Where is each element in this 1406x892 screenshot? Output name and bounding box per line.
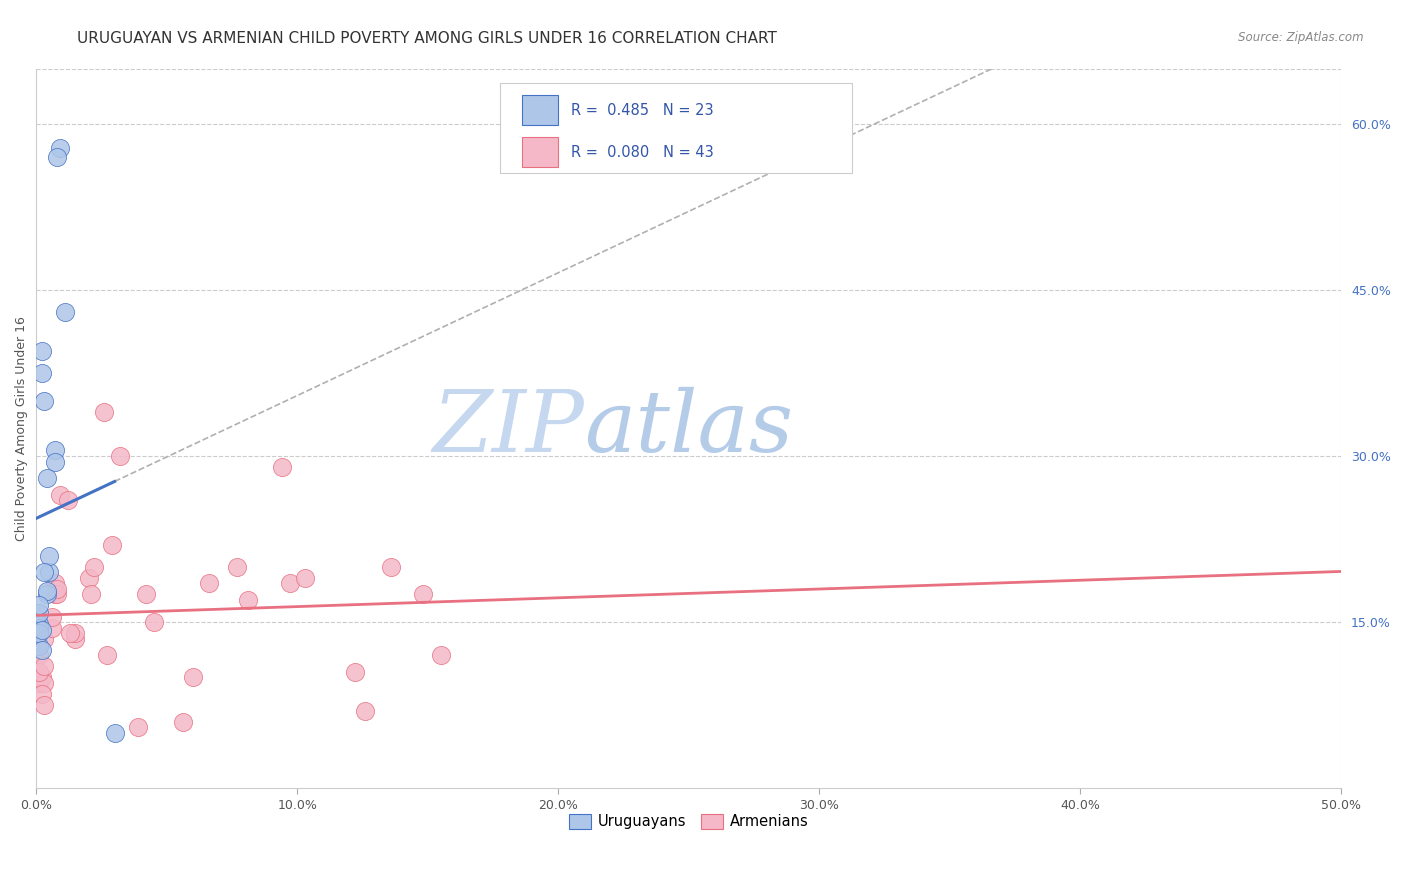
Point <box>38 566 60 580</box>
Text: R =  0.485   N = 23: R = 0.485 N = 23 <box>571 103 714 118</box>
Point <box>101 538 124 552</box>
Point <box>44 576 66 591</box>
Point <box>28 665 51 679</box>
Point <box>430 648 453 663</box>
Point <box>49 488 72 502</box>
Point <box>28 606 51 620</box>
Y-axis label: Child Poverty Among Girls Under 16: Child Poverty Among Girls Under 16 <box>15 316 28 541</box>
Point <box>270 460 292 475</box>
Point <box>28 617 51 632</box>
Text: Source: ZipAtlas.com: Source: ZipAtlas.com <box>1239 31 1364 45</box>
Point <box>172 714 194 729</box>
Point <box>181 670 204 684</box>
Point <box>41 609 63 624</box>
Text: R =  0.080   N = 43: R = 0.080 N = 43 <box>571 145 714 160</box>
Point <box>31 687 53 701</box>
Point <box>354 704 377 718</box>
Point <box>28 599 51 613</box>
Point <box>32 698 55 713</box>
Point <box>28 648 51 663</box>
Point <box>108 449 131 463</box>
Text: URUGUAYAN VS ARMENIAN CHILD POVERTY AMONG GIRLS UNDER 16 CORRELATION CHART: URUGUAYAN VS ARMENIAN CHILD POVERTY AMON… <box>77 31 778 46</box>
Point <box>44 443 66 458</box>
FancyBboxPatch shape <box>499 83 852 173</box>
Point <box>65 626 87 640</box>
Point <box>59 626 82 640</box>
Point <box>35 584 58 599</box>
Point <box>343 665 366 679</box>
Point <box>236 593 259 607</box>
Point <box>38 549 60 563</box>
Point <box>46 587 69 601</box>
Point <box>31 623 53 637</box>
Point <box>197 576 219 591</box>
Point <box>226 559 249 574</box>
Point <box>28 640 51 654</box>
Point <box>32 676 55 690</box>
Text: ZIP: ZIP <box>433 387 585 470</box>
Point <box>35 471 58 485</box>
Point <box>41 621 63 635</box>
Point <box>127 720 149 734</box>
Point <box>278 576 301 591</box>
Point <box>380 559 402 574</box>
Point <box>31 343 53 358</box>
Point <box>28 626 51 640</box>
Point <box>31 642 53 657</box>
Legend: Uruguayans, Armenians: Uruguayans, Armenians <box>562 808 815 835</box>
Point <box>32 566 55 580</box>
Point <box>77 571 100 585</box>
Point <box>32 393 55 408</box>
Point <box>49 141 72 155</box>
Point <box>44 587 66 601</box>
FancyBboxPatch shape <box>522 95 558 126</box>
Point <box>44 454 66 468</box>
Point <box>412 587 434 601</box>
Point <box>46 582 69 596</box>
Point <box>35 587 58 601</box>
Point <box>135 587 157 601</box>
Point <box>83 559 105 574</box>
FancyBboxPatch shape <box>522 136 558 167</box>
Point <box>31 670 53 684</box>
Point <box>56 493 79 508</box>
Point <box>294 571 316 585</box>
Point <box>31 366 53 380</box>
Point <box>28 621 51 635</box>
Point <box>142 615 165 629</box>
Point <box>104 726 127 740</box>
Point <box>53 305 76 319</box>
Point <box>93 405 115 419</box>
Point <box>32 632 55 646</box>
Point <box>32 659 55 673</box>
Text: atlas: atlas <box>585 387 793 470</box>
Point <box>96 648 118 663</box>
Point <box>80 587 103 601</box>
Point <box>46 150 69 164</box>
Point <box>28 676 51 690</box>
Point <box>65 632 87 646</box>
